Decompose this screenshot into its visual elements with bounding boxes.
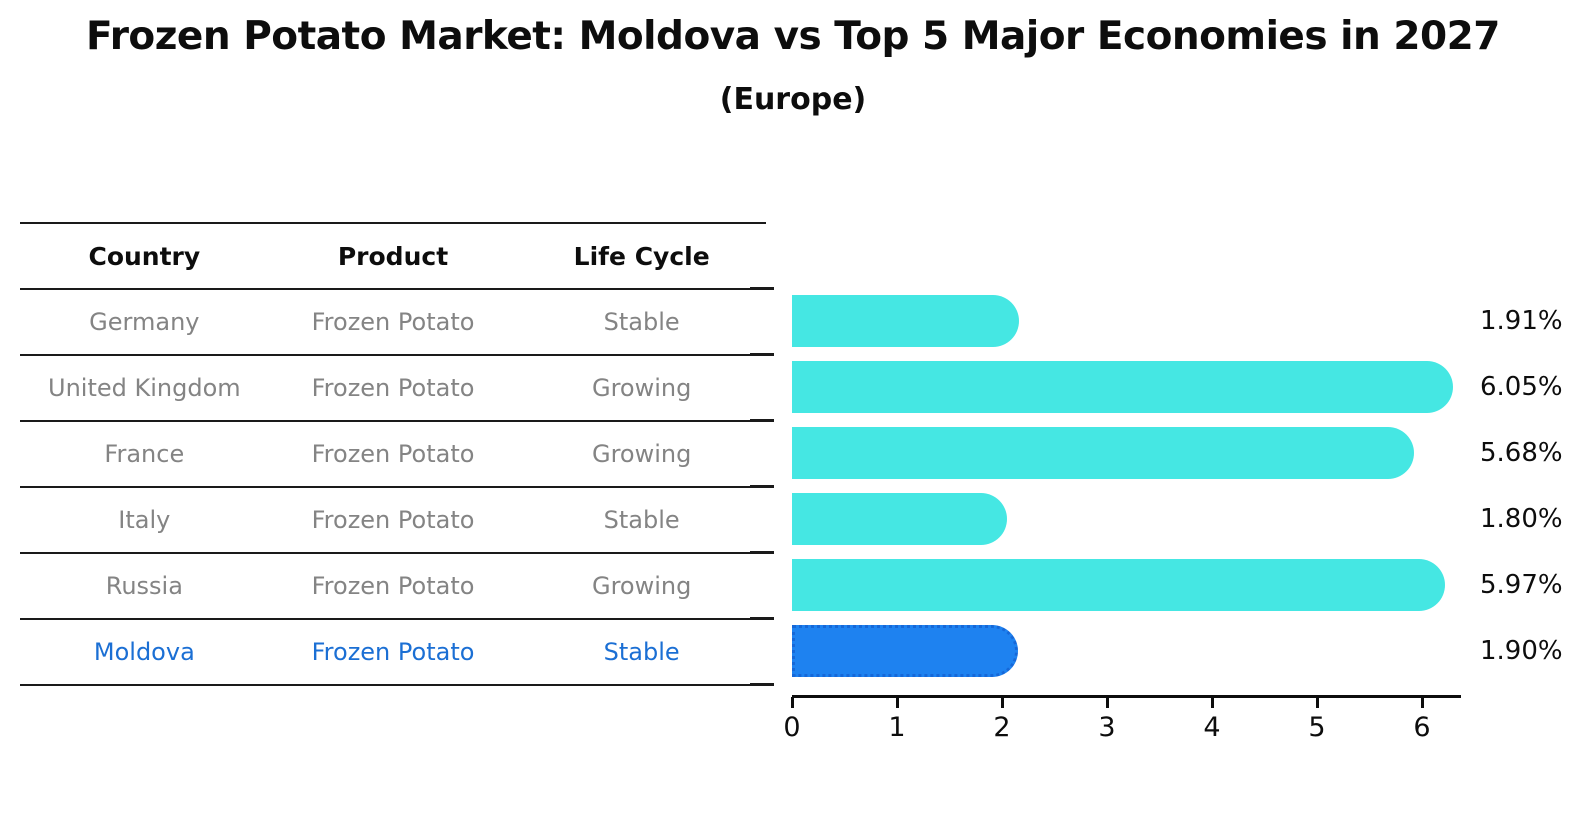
chart-title: Frozen Potato Market: Moldova vs Top 5 M… xyxy=(86,14,1500,59)
x-axis-tick xyxy=(1316,697,1319,708)
column-header-country: Country xyxy=(88,241,201,271)
x-axis-tick-label: 1 xyxy=(888,712,906,743)
value-label: 1.80% xyxy=(1480,504,1563,534)
value-label: 6.05% xyxy=(1480,372,1563,402)
bar-row-italy: 1.80% xyxy=(792,486,1586,552)
cell-country: United Kingdom xyxy=(48,374,241,402)
bar xyxy=(792,361,1454,413)
column-header-product: Product xyxy=(337,241,449,271)
bar-highlighted xyxy=(792,625,1018,677)
cell-country: Russia xyxy=(105,572,183,600)
cell-country: Moldova xyxy=(93,638,195,666)
x-axis-tick xyxy=(791,697,794,708)
cell-lifecycle: Stable xyxy=(603,308,680,336)
x-axis-tick-label: 5 xyxy=(1308,712,1326,743)
y-axis-tick xyxy=(750,287,774,290)
table-row-united-kingdom: United Kingdom Frozen Potato Growing xyxy=(20,356,766,422)
cell-product: Frozen Potato xyxy=(311,572,475,600)
cell-lifecycle: Stable xyxy=(603,638,680,666)
x-axis-tick-label: 4 xyxy=(1203,712,1221,743)
column-header-lifecycle: Life Cycle xyxy=(573,241,710,271)
x-axis-line xyxy=(792,695,1461,698)
bar-row-russia: 5.97% xyxy=(792,552,1586,618)
table-row-russia: Russia Frozen Potato Growing xyxy=(20,554,766,620)
bar-row-united-kingdom: 6.05% xyxy=(792,354,1586,420)
table-row-germany: Germany Frozen Potato Stable xyxy=(20,290,766,356)
y-axis-tick xyxy=(750,551,774,554)
cell-product: Frozen Potato xyxy=(311,638,475,666)
cell-country: Italy xyxy=(118,506,171,534)
table-row-france: France Frozen Potato Growing xyxy=(20,422,766,488)
cell-product: Frozen Potato xyxy=(311,506,475,534)
x-axis-tick xyxy=(896,697,899,708)
bar-row-moldova: 1.90% xyxy=(792,618,1586,684)
cell-lifecycle: Stable xyxy=(603,506,680,534)
bar xyxy=(792,493,1007,545)
x-axis-tick-label: 0 xyxy=(783,712,801,743)
value-label: 1.90% xyxy=(1480,636,1563,666)
x-axis-tick-label: 6 xyxy=(1413,712,1431,743)
cell-product: Frozen Potato xyxy=(311,308,475,336)
x-axis-tick xyxy=(1421,697,1424,708)
y-axis-tick xyxy=(750,485,774,488)
cell-country: Germany xyxy=(89,308,200,336)
cell-lifecycle: Growing xyxy=(591,572,692,600)
cell-lifecycle: Growing xyxy=(591,440,692,468)
x-axis-tick xyxy=(1001,697,1004,708)
bar xyxy=(792,559,1445,611)
y-axis-tick xyxy=(750,683,774,686)
table-row-italy: Italy Frozen Potato Stable xyxy=(20,488,766,554)
cell-product: Frozen Potato xyxy=(311,374,475,402)
table-row-moldova: Moldova Frozen Potato Stable xyxy=(20,620,766,686)
x-axis-tick xyxy=(1106,697,1109,708)
value-label: 5.68% xyxy=(1480,438,1563,468)
summary-table: Country Product Life Cycle Germany Froze… xyxy=(20,222,766,686)
bar-row-germany: 1.91% xyxy=(792,288,1586,354)
x-axis-tick xyxy=(1211,697,1214,708)
cell-country: France xyxy=(104,440,185,468)
y-axis-tick xyxy=(750,353,774,356)
chart-subtitle: (Europe) xyxy=(719,82,867,117)
cell-lifecycle: Growing xyxy=(591,374,692,402)
x-axis-tick-label: 3 xyxy=(1098,712,1116,743)
bar-row-france: 5.68% xyxy=(792,420,1586,486)
cell-product: Frozen Potato xyxy=(311,440,475,468)
value-label: 5.97% xyxy=(1480,570,1563,600)
y-axis-tick xyxy=(750,419,774,422)
value-label: 1.91% xyxy=(1480,306,1563,336)
bar-chart: 1.91% 6.05% 5.68% 1.80% 5.97% 1.90% 0 1 2 3… xyxy=(750,287,1586,768)
y-axis-tick xyxy=(750,617,774,620)
x-axis-tick-label: 2 xyxy=(993,712,1011,743)
bar xyxy=(792,295,1019,347)
table-header-row: Country Product Life Cycle xyxy=(20,224,766,290)
bar xyxy=(792,427,1415,479)
